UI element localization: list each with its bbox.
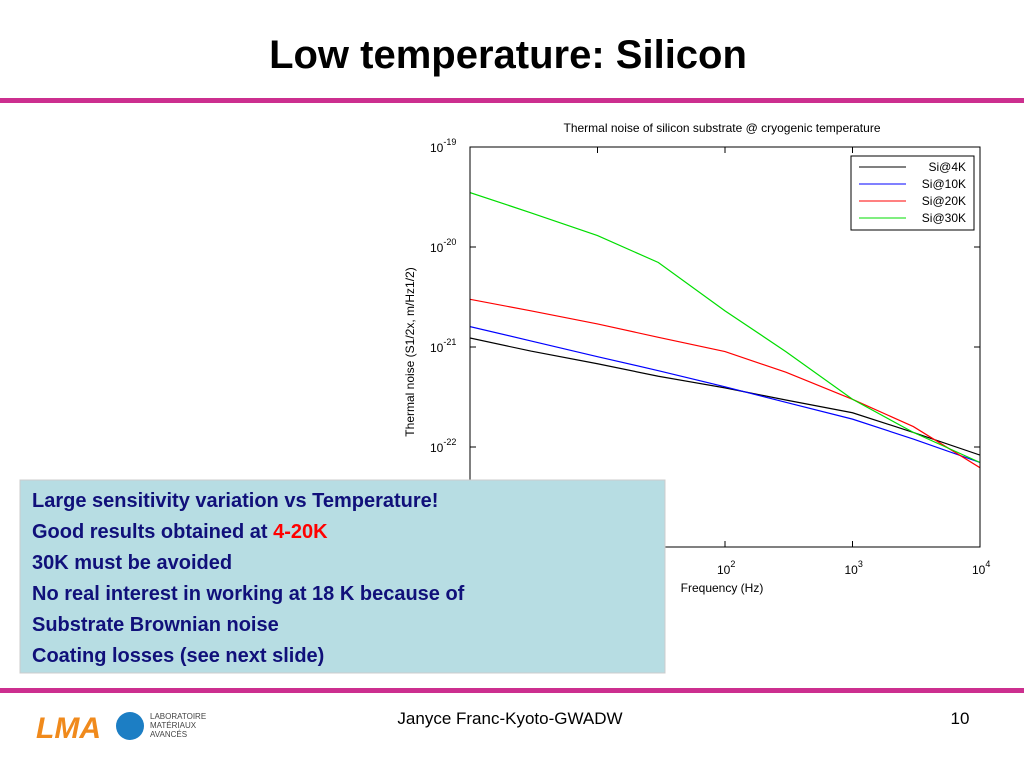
series-line	[470, 298, 980, 469]
x-tick-label: 102	[717, 559, 735, 577]
box-line: Large sensitivity variation vs Temperatu…	[32, 490, 438, 512]
logo-line: LABORATOIRE	[150, 712, 206, 721]
logo-line: AVANCÉS	[150, 730, 187, 739]
series-line	[470, 337, 980, 456]
y-tick-label: 10-20	[430, 237, 456, 255]
page-number: 10	[951, 709, 970, 728]
logo-line: MATÉRIAUX	[150, 721, 197, 730]
footer: Janyce Franc-Kyoto-GWADW	[397, 709, 622, 728]
top-rule	[0, 98, 1024, 103]
box-line-part: Good results obtained at	[32, 521, 273, 543]
y-tick-label: 10-22	[430, 437, 456, 455]
series-line	[470, 192, 980, 464]
box-text: Large sensitivity variation vs Temperatu…	[32, 490, 465, 667]
legend-label: Si@4K	[928, 160, 966, 174]
text-box	[19, 479, 666, 674]
legend-label: Si@20K	[922, 194, 966, 208]
box-line-part: 4-20K	[273, 521, 328, 543]
y-tick-label: 10-19	[430, 137, 456, 155]
box-line: No real interest in working at 18 K beca…	[32, 583, 465, 605]
box-line: Coating losses (see next slide)	[32, 645, 324, 667]
legend-label: Si@30K	[922, 211, 966, 225]
box-line: Substrate Brownian noise	[32, 614, 279, 636]
logo-mark: LMA	[36, 712, 101, 745]
series-line	[470, 326, 980, 464]
box-line: 30K must be avoided	[32, 552, 232, 574]
bottom-rule	[0, 688, 1024, 693]
x-axis-label: Frequency (Hz)	[681, 581, 764, 595]
x-tick-label: 103	[845, 559, 863, 577]
chart-title: Thermal noise of silicon substrate @ cry…	[564, 121, 881, 135]
y-tick-label: 10-21	[430, 337, 456, 355]
logo-dot	[116, 712, 144, 740]
x-tick-label: 104	[972, 559, 990, 577]
y-axis-label: Thermal noise (S1/2x, m/Hz1/2)	[403, 267, 417, 436]
slide-title: Low temperature: Silicon	[269, 33, 747, 77]
box-line: Good results obtained at 4-20K	[32, 521, 328, 543]
legend-label: Si@10K	[922, 177, 966, 191]
